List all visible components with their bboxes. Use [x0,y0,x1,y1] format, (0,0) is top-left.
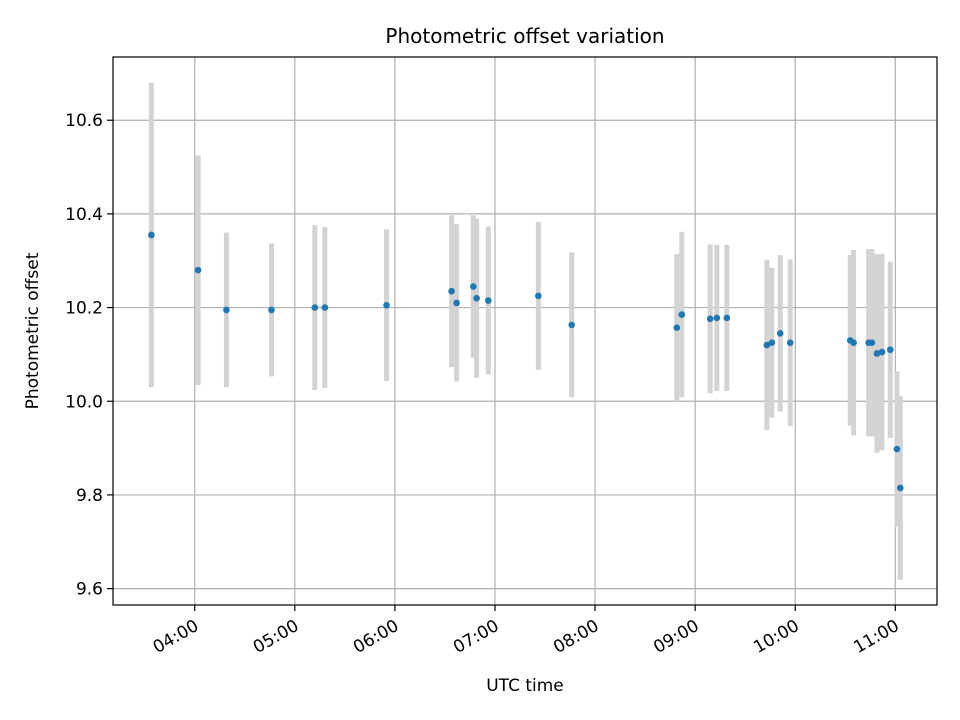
data-point [768,339,776,347]
data-point [383,301,390,309]
data-point [893,445,901,453]
plot-frame [112,56,938,606]
y-axis: 9.6 9.8 10.0 10.2 10.4 10.6 [65,111,113,600]
data-point [321,304,329,311]
y-tick-label: 9.6 [76,580,103,600]
data-point [878,348,886,356]
y-axis-title: Photometric offset [23,252,43,409]
data-point [311,304,319,311]
data-point [897,484,904,492]
data-point [713,314,721,322]
grid [113,57,937,605]
y-tick-label: 10.2 [65,299,103,319]
data-point [453,299,460,307]
y-tick-label: 10.6 [65,111,103,131]
data-point [776,330,784,337]
data-point [706,315,714,323]
chart-title: Photometric offset variation [385,24,664,48]
data-point [673,324,681,332]
data-point [268,306,275,314]
data-point [568,321,576,329]
data-point [448,287,455,295]
data-point [868,339,876,347]
y-tick-label: 9.8 [76,486,103,506]
data-point [873,350,881,357]
data-point [763,341,771,349]
data-point [473,294,480,302]
data-point [786,339,794,347]
data-point [678,311,686,318]
y-tick-label: 10.4 [65,205,103,225]
data-point [535,292,542,300]
data-point [148,231,155,239]
data-point [886,346,894,354]
data-point [469,283,477,290]
data-point [485,297,492,304]
data-point [223,306,230,314]
data-point [194,266,202,274]
y-tick-label: 10.0 [65,392,103,412]
x-axis-title: UTC time [486,676,564,696]
data-point [850,339,857,347]
data-points [148,231,904,492]
data-point [723,314,731,322]
